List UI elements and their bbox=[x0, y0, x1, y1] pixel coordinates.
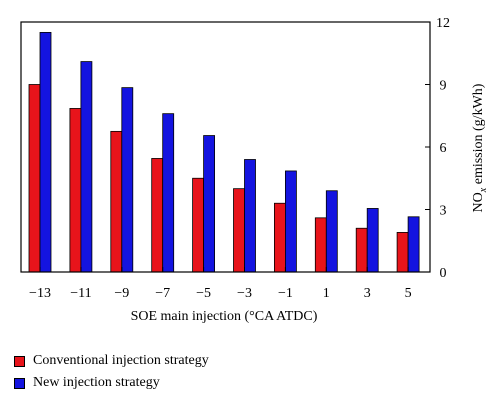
x-tick-label: 1 bbox=[323, 286, 330, 301]
bar-new-0 bbox=[39, 32, 52, 273]
bar-conventional-5 bbox=[233, 188, 245, 273]
bar-new-6 bbox=[284, 170, 297, 273]
y-tick-label: 0 bbox=[440, 266, 447, 281]
bar-conventional-4 bbox=[192, 177, 205, 273]
legend-swatch-new bbox=[14, 377, 25, 389]
x-tick-label: −13 bbox=[29, 286, 51, 301]
y-tick-label: 6 bbox=[440, 141, 447, 156]
legend: Conventional injection strategy New inje… bbox=[14, 350, 209, 394]
bar-conventional-6 bbox=[273, 202, 286, 273]
bar-new-1 bbox=[80, 61, 93, 273]
bar-new-5 bbox=[244, 159, 256, 273]
bar-conventional-8 bbox=[355, 227, 368, 273]
bar-conventional-7 bbox=[314, 217, 327, 273]
y-tick-label: 3 bbox=[440, 204, 447, 219]
legend-item-new: New injection strategy bbox=[14, 372, 209, 394]
x-tick-label: −9 bbox=[114, 286, 129, 301]
bar-conventional-1 bbox=[69, 108, 82, 273]
bars-layer bbox=[28, 32, 420, 273]
legend-swatch-conventional bbox=[14, 355, 25, 367]
bar-conventional-3 bbox=[151, 158, 164, 273]
y-axis-title: NOx emission (g/kWh) bbox=[471, 83, 489, 212]
bar-new-2 bbox=[121, 87, 134, 273]
x-tick-label: 5 bbox=[405, 286, 412, 301]
bar-new-9 bbox=[407, 216, 420, 273]
x-tick-label: −11 bbox=[70, 286, 91, 301]
bar-conventional-0 bbox=[28, 84, 41, 273]
x-axis-title: SOE main injection (°CA ATDC) bbox=[131, 309, 318, 324]
x-tick-label: −3 bbox=[237, 286, 252, 301]
legend-item-conventional: Conventional injection strategy bbox=[14, 350, 209, 372]
bar-conventional-9 bbox=[396, 232, 409, 273]
x-tick-label: 3 bbox=[364, 286, 371, 301]
legend-label-new: New injection strategy bbox=[33, 375, 160, 390]
y-tick-label: 9 bbox=[440, 79, 447, 94]
bar-new-7 bbox=[325, 190, 338, 273]
bar-conventional-2 bbox=[110, 130, 123, 273]
bar-new-4 bbox=[203, 135, 216, 273]
y-tick-label: 12 bbox=[436, 16, 450, 31]
x-tick-label: −1 bbox=[278, 286, 293, 301]
x-tick-label: −5 bbox=[196, 286, 211, 301]
legend-label-conventional: Conventional injection strategy bbox=[33, 353, 209, 368]
bar-new-8 bbox=[366, 208, 379, 273]
bar-new-3 bbox=[162, 113, 175, 273]
x-tick-label: −7 bbox=[155, 286, 170, 301]
